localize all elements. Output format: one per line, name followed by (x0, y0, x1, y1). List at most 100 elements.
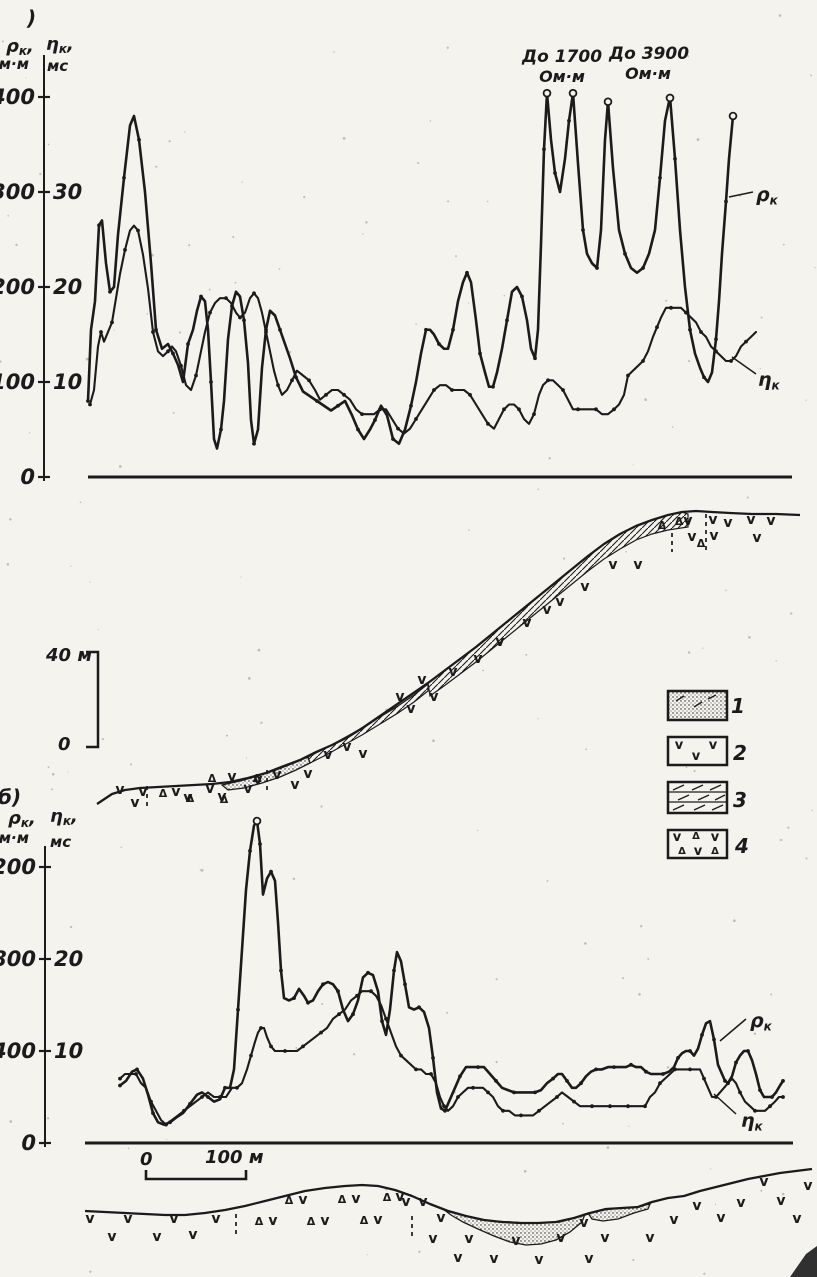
speckle (333, 51, 335, 53)
speckle (725, 589, 727, 592)
data-point (612, 407, 616, 412)
speckle (805, 399, 807, 401)
data-point (290, 378, 294, 383)
speckle (814, 267, 816, 269)
data-point (249, 1053, 253, 1058)
rho-axis-title: ρк, (6, 36, 34, 58)
speckle (366, 1254, 368, 1256)
data-point (252, 291, 256, 296)
brick-diagonal (672, 804, 685, 811)
data-point (688, 327, 692, 332)
data-point (699, 330, 703, 334)
speckle (482, 669, 485, 672)
speckle (759, 367, 761, 370)
data-point (781, 1095, 785, 1099)
speckle (615, 51, 617, 53)
v-symbol: v (243, 781, 252, 797)
data-point (561, 388, 565, 392)
data-point (118, 1076, 122, 1081)
speckle (89, 581, 91, 583)
data-point (223, 1085, 227, 1090)
speckle (447, 200, 450, 203)
v-symbol: v (290, 777, 299, 793)
eta-curve-label: ηк (758, 369, 781, 392)
data-point (576, 407, 580, 412)
rho-curve (118, 819, 785, 1126)
rho-axis-title: ρк, (8, 808, 36, 830)
v-symbol: v (429, 689, 438, 705)
speckle (78, 279, 81, 281)
eta-curve (118, 990, 785, 1126)
ground-surface-line (96, 509, 801, 805)
v-symbol: v (436, 1210, 445, 1226)
speckle (781, 1192, 785, 1196)
data-point (235, 1085, 239, 1090)
delta-symbol: Δ (220, 793, 229, 806)
data-point (714, 349, 718, 354)
legend-item-3-number: 3 (733, 788, 747, 812)
brick-diagonal (693, 804, 706, 811)
data-point (641, 359, 645, 363)
speckle (666, 1066, 670, 1069)
data-point (276, 383, 280, 388)
data-point (258, 842, 262, 846)
v-symbol: v (473, 651, 482, 667)
rho-label-leader (728, 191, 754, 198)
eta-curve-label: ηк (741, 1110, 764, 1133)
speckle (245, 757, 248, 759)
rho-curve-label: ρк (756, 184, 779, 207)
speckle (687, 651, 691, 654)
v-symbol: v (358, 746, 367, 762)
v-symbol: v (495, 634, 504, 650)
delta-symbol: Δ (383, 1191, 392, 1204)
v-symbol: v (320, 1213, 329, 1229)
legend-swatch-v-delta (666, 828, 729, 860)
data-point (623, 251, 627, 256)
eta-axis-unit: мс (47, 57, 68, 75)
legend-item-2-number: 2 (733, 741, 747, 765)
eta-label-leader (713, 1093, 737, 1115)
legend-item-1-number: 1 (731, 694, 745, 718)
data-point (520, 294, 524, 299)
v-symbol: v (694, 844, 703, 859)
ground-surface-line (84, 1167, 813, 1225)
v-symbol: v (580, 579, 589, 595)
speckle (503, 294, 506, 297)
data-point (219, 427, 223, 432)
data-point (501, 1108, 505, 1113)
data-point (194, 373, 198, 378)
data-point (676, 1056, 680, 1060)
data-point (424, 327, 428, 332)
v-symbol: v (746, 512, 755, 528)
rho-markers (86, 99, 728, 446)
data-point (186, 342, 190, 346)
speckle (257, 648, 261, 652)
data-point (726, 1081, 730, 1086)
data-point (149, 1099, 153, 1104)
v-symbol: v (736, 1195, 745, 1211)
data-point (342, 392, 346, 397)
data-point (264, 330, 268, 334)
scan-edge-smudge (790, 1246, 817, 1277)
data-point (306, 1000, 310, 1005)
data-point (248, 849, 252, 853)
speckle (172, 412, 175, 414)
v-symbol: v (692, 1198, 701, 1214)
data-point (97, 223, 101, 228)
speckle (1, 40, 4, 43)
speckle (184, 131, 186, 133)
data-point (392, 968, 396, 973)
v-symbol: v (709, 528, 718, 544)
v-symbol: v (489, 1251, 498, 1267)
data-point (478, 351, 482, 356)
legend-item-1 (666, 689, 729, 722)
speckle (353, 1053, 356, 1056)
v-symbol: v (205, 781, 214, 797)
speckle (622, 977, 625, 980)
data-point (283, 1049, 287, 1053)
data-point (519, 1113, 523, 1118)
data-point (658, 175, 662, 180)
